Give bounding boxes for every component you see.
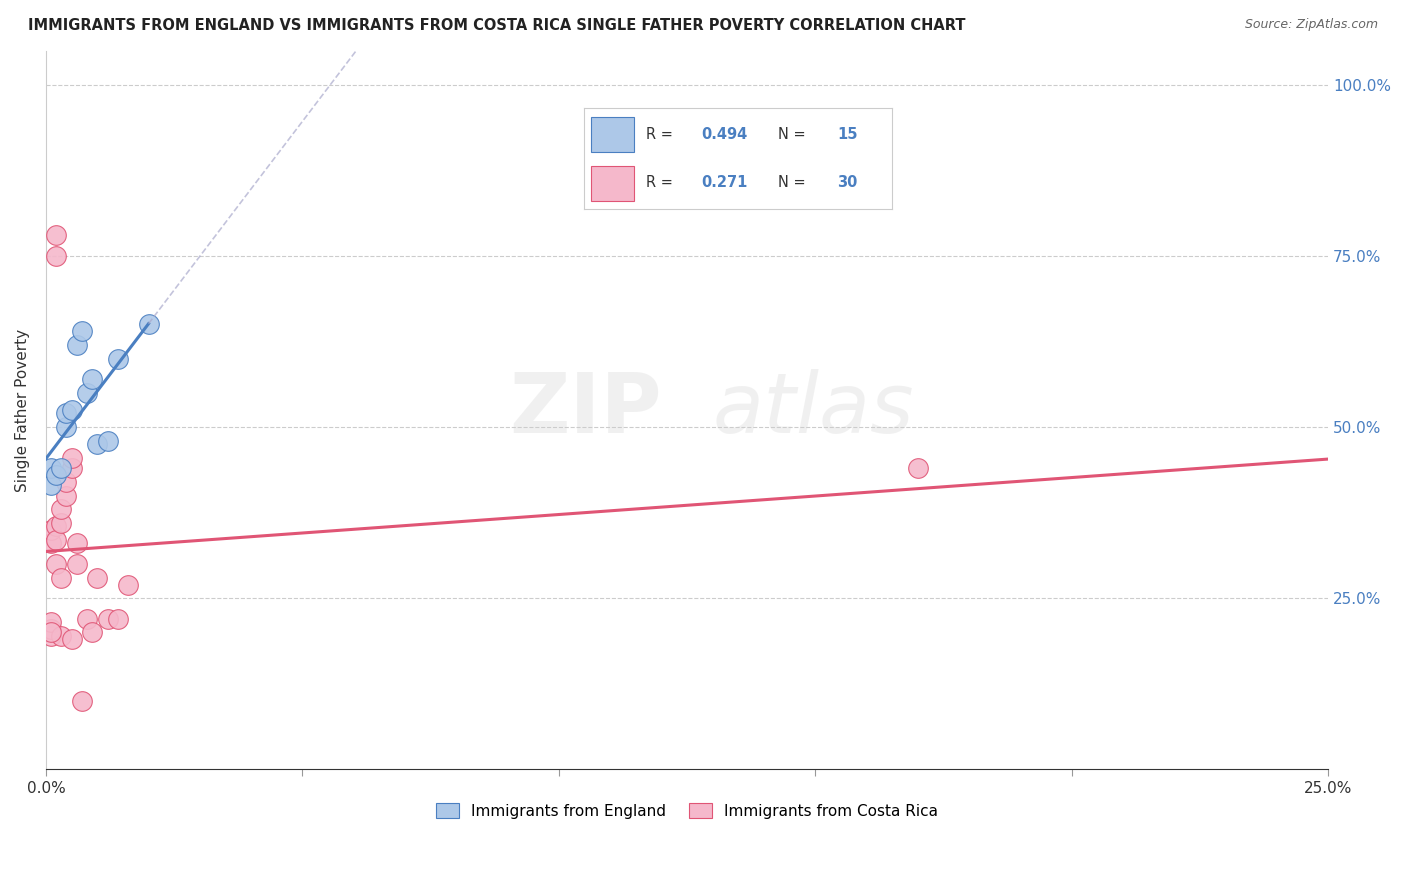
Point: [39, 615, 62, 629]
Text: IMMIGRANTS FROM ENGLAND VS IMMIGRANTS FROM COSTA RICA SINGLE FATHER POVERTY CORR: IMMIGRANTS FROM ENGLAND VS IMMIGRANTS FR…: [28, 18, 966, 33]
Point: [45, 468, 67, 483]
Point: [45, 519, 67, 533]
Point: [51, 571, 73, 585]
Point: [39, 622, 62, 636]
Point: [86, 571, 108, 585]
Point: [39, 523, 62, 537]
Point: [51, 461, 73, 475]
Point: [907, 461, 929, 475]
Legend: Immigrants from England, Immigrants from Costa Rica: Immigrants from England, Immigrants from…: [429, 795, 946, 826]
Point: [55, 475, 77, 489]
Point: [70, 324, 93, 338]
Point: [51, 502, 73, 516]
Point: [107, 351, 129, 366]
Y-axis label: Single Father Poverty: Single Father Poverty: [15, 328, 30, 491]
Point: [39, 478, 62, 492]
Point: [51, 629, 73, 643]
Text: ZIP: ZIP: [509, 369, 661, 450]
Point: [39, 629, 62, 643]
Point: [117, 577, 139, 591]
Point: [39, 536, 62, 550]
Point: [66, 557, 89, 571]
Point: [82, 625, 104, 640]
Point: [82, 372, 104, 386]
Point: [55, 420, 77, 434]
Point: [45, 249, 67, 263]
Point: [39, 461, 62, 475]
Point: [60, 403, 83, 417]
Text: atlas: atlas: [713, 369, 914, 450]
Point: [86, 437, 108, 451]
Point: [76, 385, 98, 400]
Point: [96, 612, 118, 626]
Point: [107, 612, 129, 626]
Point: [39, 625, 62, 640]
Point: [76, 612, 98, 626]
Point: [45, 533, 67, 547]
Point: [51, 516, 73, 530]
Text: Source: ZipAtlas.com: Source: ZipAtlas.com: [1244, 18, 1378, 31]
Point: [45, 557, 67, 571]
Point: [70, 694, 93, 708]
Point: [60, 450, 83, 465]
Point: [60, 461, 83, 475]
Point: [66, 338, 89, 352]
Point: [55, 489, 77, 503]
Point: [45, 228, 67, 243]
Point: [60, 632, 83, 647]
Point: [138, 318, 160, 332]
Point: [66, 536, 89, 550]
Point: [96, 434, 118, 448]
Point: [55, 406, 77, 420]
